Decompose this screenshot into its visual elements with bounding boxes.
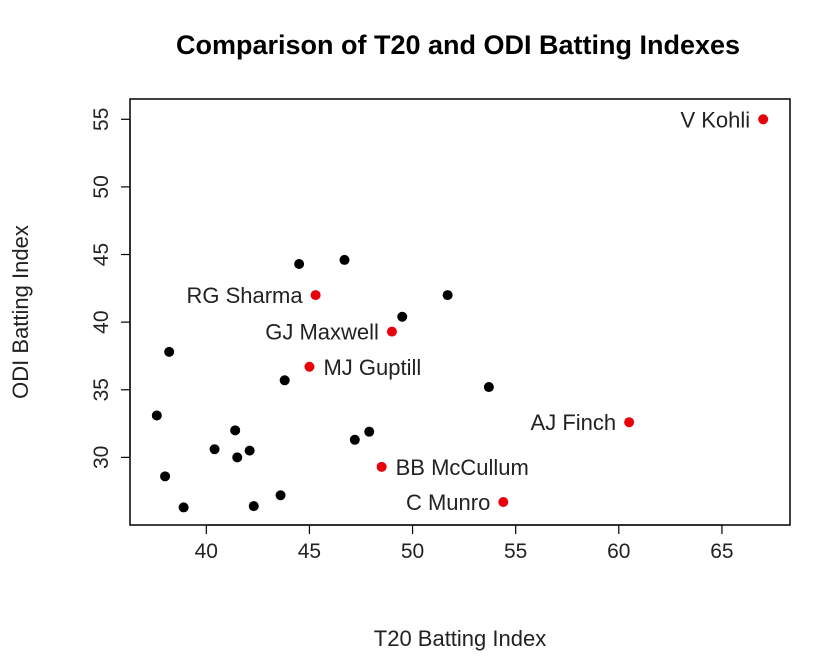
point-label: C Munro [406,490,490,515]
y-tick-label: 50 [90,175,113,198]
x-tick-label: 60 [607,540,630,563]
data-point [349,434,360,445]
x-tick-label: 45 [298,540,321,563]
x-tick-label: 65 [710,540,733,563]
point-label: MJ Guptill [323,355,421,380]
highlighted-point [498,497,509,508]
highlighted-point [386,326,397,337]
point-label: BB McCullum [396,455,529,480]
point-label: V Kohli [680,107,750,132]
highlighted-point [304,361,315,372]
highlighted-point [758,114,769,125]
data-point [209,444,220,455]
y-tick-label: 45 [90,243,113,266]
y-tick-label: 55 [90,108,113,131]
data-point [279,375,290,386]
data-point [151,410,162,421]
data-point [442,290,453,301]
point-label: RG Sharma [186,283,303,308]
highlighted-point [310,290,321,301]
x-tick-label: 40 [195,540,218,563]
y-tick-label: 40 [90,310,113,333]
highlighted-point [376,461,387,472]
point-label: GJ Maxwell [265,320,379,345]
y-tick-label: 30 [90,446,113,469]
data-point [339,254,350,265]
x-tick-label: 50 [401,540,424,563]
y-axis-label: ODI Batting Index [8,225,33,399]
y-tick-label: 35 [90,378,113,401]
point-label: AJ Finch [531,410,617,435]
data-point [160,471,171,482]
chart-title: Comparison of T20 and ODI Batting Indexe… [176,30,740,60]
data-point [483,382,494,393]
data-point [244,445,255,456]
x-axis: 40 45 50 55 60 65 [195,524,734,563]
data-point [275,490,286,501]
y-axis: 30 35 40 45 50 55 [90,108,131,469]
data-point [294,258,305,269]
data-point [230,425,241,436]
data-point [178,502,189,513]
x-axis-label: T20 Batting Index [374,626,546,651]
data-point [364,426,375,437]
data-point [164,346,175,357]
data-point [397,311,408,322]
data-point [248,501,259,512]
x-tick-label: 55 [504,540,527,563]
data-point [232,452,243,463]
highlighted-point [624,417,635,428]
data-points: V Kohli RG Sharma GJ Maxwell MJ Guptill AJ F… [151,107,769,515]
